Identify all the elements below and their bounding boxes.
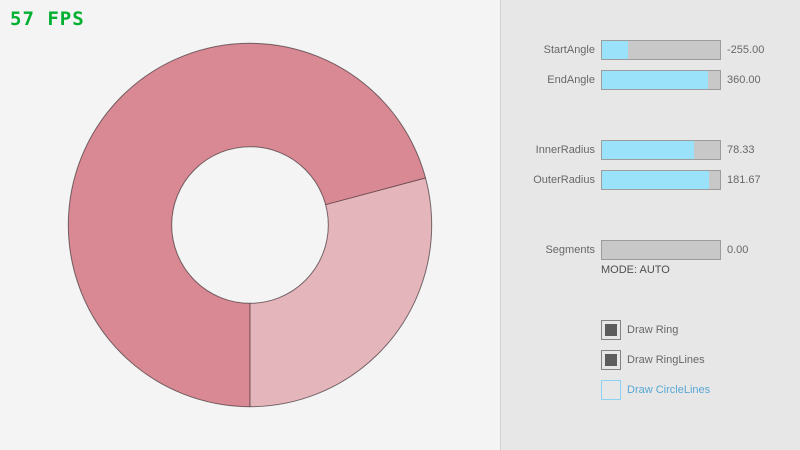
- fps-counter: 57 FPS: [10, 8, 85, 30]
- end-angle-slider-fill: [602, 71, 709, 89]
- end-angle-label: EndAngle: [547, 74, 595, 86]
- end-angle-slider[interactable]: [601, 70, 721, 90]
- outer-radius-label: OuterRadius: [533, 174, 595, 186]
- draw-ringlines-checkbox-label[interactable]: Draw RingLines: [627, 354, 705, 366]
- start-angle-slider-fill: [602, 41, 628, 59]
- segments-value: 0.00: [727, 244, 749, 256]
- draw-circlelines-checkbox[interactable]: [601, 380, 621, 400]
- start-angle-value: -255.00: [727, 44, 765, 56]
- ring-inner-outline: [171, 146, 329, 304]
- draw-ringlines-checkmark: [605, 354, 617, 366]
- inner-radius-value: 78.33: [727, 144, 755, 156]
- outer-radius-slider-fill: [602, 171, 710, 189]
- end-angle-value: 360.00: [727, 74, 761, 86]
- ring-segment-light: [250, 178, 432, 407]
- outer-radius-slider[interactable]: [601, 170, 721, 190]
- inner-radius-slider[interactable]: [601, 140, 721, 160]
- draw-ring-checkbox-label[interactable]: Draw Ring: [627, 324, 679, 336]
- draw-ring-checkmark: [605, 324, 617, 336]
- draw-ring-checkbox[interactable]: [601, 320, 621, 340]
- ring-chart: [67, 42, 433, 408]
- inner-radius-slider-fill: [602, 141, 695, 159]
- ring-radial-line-end: [325, 177, 426, 206]
- controls-panel: StartAngle -255.00 EndAngle 360.00 Inner…: [500, 0, 800, 450]
- inner-radius-label: InnerRadius: [535, 144, 595, 156]
- start-angle-label: StartAngle: [543, 44, 595, 56]
- mode-label: MODE: AUTO: [601, 264, 670, 276]
- outer-radius-value: 181.67: [727, 174, 761, 186]
- segments-label: Segments: [545, 244, 595, 256]
- draw-circlelines-checkbox-label[interactable]: Draw CircleLines: [627, 384, 711, 396]
- segments-slider[interactable]: [601, 240, 721, 260]
- draw-ringlines-checkbox[interactable]: [601, 350, 621, 370]
- start-angle-slider[interactable]: [601, 40, 721, 60]
